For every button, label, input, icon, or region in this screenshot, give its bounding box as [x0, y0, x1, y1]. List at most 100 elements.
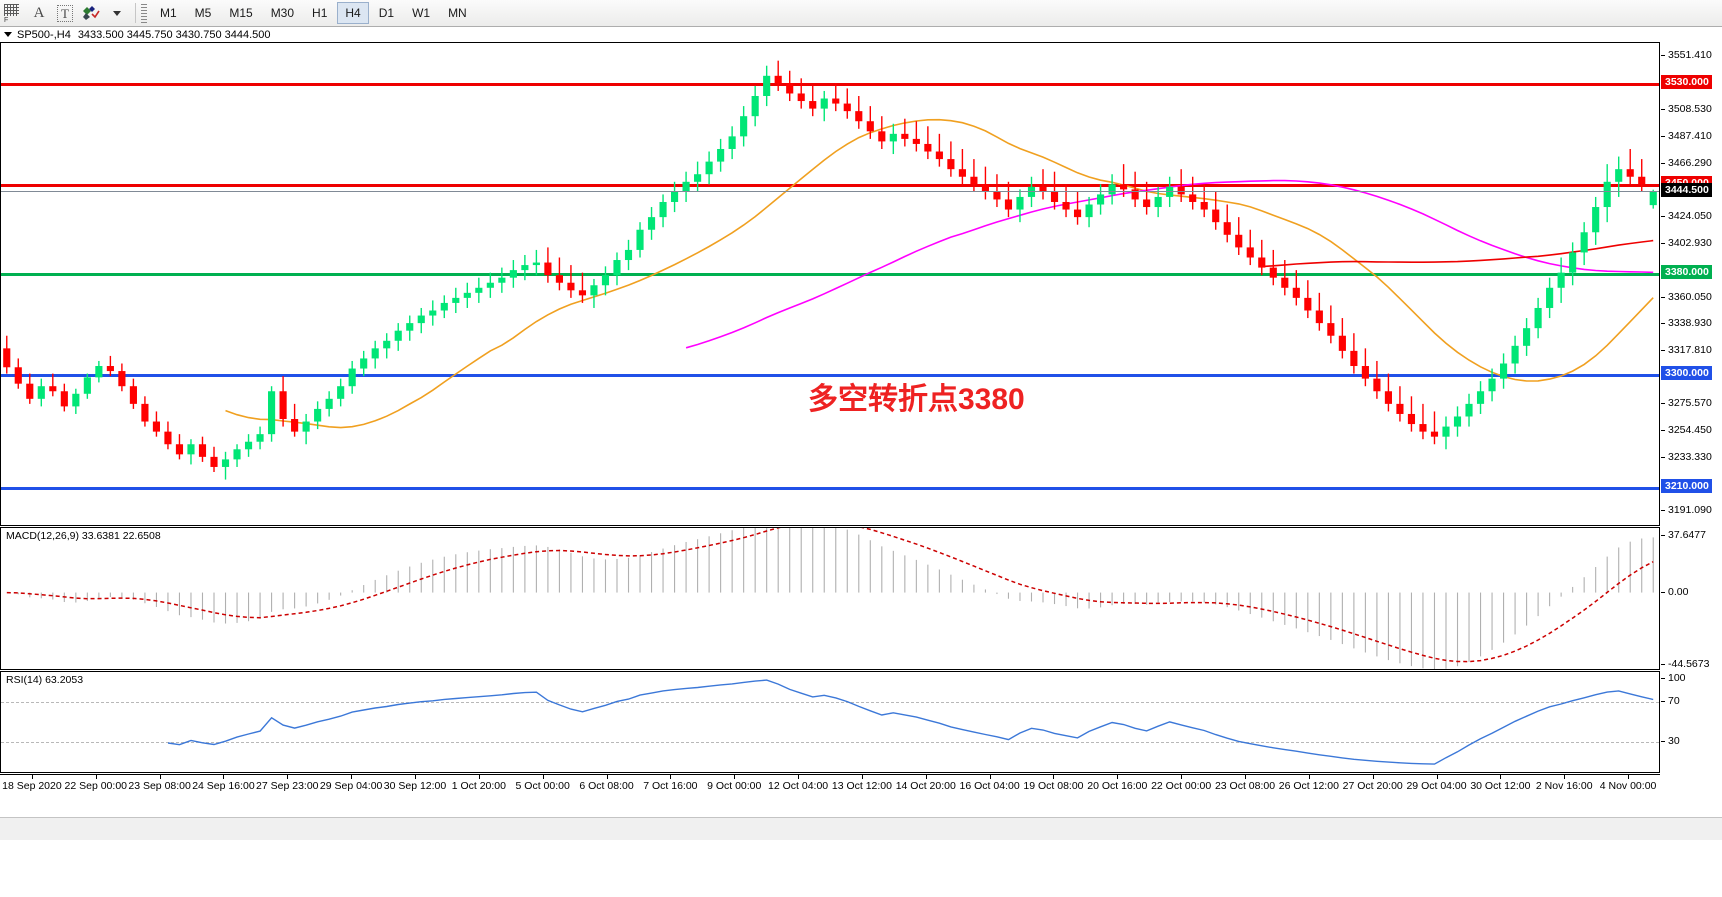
collapse-triangle-icon[interactable]	[4, 32, 12, 37]
time-axis-label: 7 Oct 16:00	[643, 780, 698, 792]
timeframe-button-m30[interactable]: M30	[270, 6, 295, 20]
rsi-axis: 100 70 30	[1660, 671, 1722, 773]
symbol-info-bar: SP500-,H4 3433.500 3445.750 3430.750 344…	[0, 27, 1722, 42]
macd-axis-tick: 0.00	[1660, 586, 1688, 598]
price-axis-tick: 3191.090	[1660, 504, 1712, 516]
grid-crosshair-icon[interactable]: F	[1, 2, 25, 25]
price-axis-tick: 3424.050	[1660, 210, 1712, 222]
price-axis-tick: 3338.930	[1660, 317, 1712, 329]
macd-axis: 37.6477 0.00 -44.5673	[1660, 527, 1722, 670]
timeframe-button-d1[interactable]: D1	[378, 6, 395, 20]
price-axis-tick: 3402.930	[1660, 237, 1712, 249]
time-axis-tick	[1564, 774, 1566, 779]
macd-signal-line	[6, 528, 1654, 663]
time-axis[interactable]: 18 Sep 2020 22 Sep 00:00 23 Sep 08:00 24 Se…	[0, 774, 1722, 814]
price-level-line-3530-000[interactable]	[1, 83, 1659, 87]
timeframe-button-h1[interactable]: H1	[312, 6, 328, 20]
time-axis-label: 18 Sep 2020	[2, 780, 62, 792]
text-box-glyph: T	[57, 4, 73, 22]
price-level-tag-3380-000[interactable]: 3380.000	[1661, 264, 1712, 279]
time-axis-label: 29 Oct 04:00	[1406, 780, 1467, 792]
price-level-line-3450-000[interactable]	[1, 184, 1659, 188]
time-axis-tick	[1181, 774, 1183, 779]
time-axis-label: 23 Sep 08:00	[128, 780, 191, 792]
main-toolbar: F A T M1 M5 M15 M30 H1 H4 D1 W1 MN	[0, 0, 1722, 27]
timeframe-button-h4[interactable]: H4	[337, 2, 369, 24]
rsi-panel[interactable]: RSI(14) 63.2053	[0, 671, 1660, 773]
price-axis-tick: 3551.410	[1660, 49, 1712, 61]
time-axis-label: 5 Oct 00:00	[515, 780, 570, 792]
time-axis-tick	[798, 774, 800, 779]
price-level-line-3380-000[interactable]	[1, 272, 1659, 276]
timeframe-button-mn[interactable]: MN	[448, 6, 467, 20]
timeframe-button-m15[interactable]: M15	[229, 6, 253, 20]
time-axis-label: 6 Oct 08:00	[579, 780, 634, 792]
price-level-line-3210-000[interactable]	[1, 487, 1659, 491]
objects-dropdown-caret-icon[interactable]	[105, 2, 129, 25]
macd-axis-tick: -44.5673	[1660, 658, 1709, 670]
grid-icon-label: F	[4, 17, 9, 24]
time-axis-tick	[670, 774, 672, 779]
time-axis-label: 19 Oct 08:00	[1023, 780, 1084, 792]
time-axis-tick	[351, 774, 353, 779]
time-axis-label: 27 Sep 23:00	[256, 780, 319, 792]
price-level-tag-3300-000[interactable]: 3300.000	[1661, 365, 1712, 380]
time-axis-label: 22 Oct 00:00	[1151, 780, 1212, 792]
objects-tool-icon[interactable]	[79, 2, 103, 25]
time-axis-label: 9 Oct 00:00	[707, 780, 762, 792]
toolbar-divider	[135, 3, 136, 23]
price-axis-tick: 3508.530	[1660, 103, 1712, 115]
symbol-ohlc-values: 3433.500 3445.750 3430.750 3444.500	[77, 28, 271, 41]
price-chart-panel[interactable]	[0, 42, 1660, 526]
chart-area: 3551.410 3508.530 3487.410 3466.290 3424.050…	[0, 42, 1722, 897]
rsi-axis-tick: 30	[1660, 735, 1680, 747]
time-axis-tick	[925, 774, 927, 779]
macd-axis-tick: 37.6477	[1660, 529, 1706, 541]
time-axis-label: 13 Oct 12:00	[831, 780, 892, 792]
time-axis-tick	[1500, 774, 1502, 779]
time-axis-tick	[1436, 774, 1438, 779]
price-level-line-3444-500[interactable]	[1, 191, 1659, 193]
time-axis-label: 30 Sep 12:00	[383, 780, 447, 792]
chart-annotation-text[interactable]: 多空转折点3380	[808, 383, 1025, 416]
time-axis-label: 24 Sep 16:00	[192, 780, 255, 792]
price-level-tag-3210-000[interactable]: 3210.000	[1661, 479, 1712, 494]
rsi-line	[167, 679, 1654, 765]
price-level-tag-3530-000[interactable]: 3530.000	[1661, 75, 1712, 90]
rsi-label: RSI(14) 63.2053	[6, 674, 84, 686]
time-axis-label: 23 Oct 08:00	[1214, 780, 1276, 792]
time-axis-tick	[1117, 774, 1119, 779]
rsi-oversold-line	[1, 742, 1659, 743]
price-axis-tick: 3360.050	[1660, 291, 1712, 303]
price-axis-tick: 3487.410	[1660, 130, 1712, 142]
time-axis-label: 1 Oct 20:00	[451, 780, 506, 792]
macd-label: MACD(12,26,9) 33.6381 22.6508	[6, 530, 161, 542]
toolbar-grip-handle[interactable]	[141, 3, 147, 23]
time-axis-tick	[159, 774, 161, 779]
time-axis-tick	[1372, 774, 1374, 779]
macd-series	[6, 528, 1654, 669]
timeframe-button-w1[interactable]: W1	[412, 6, 431, 20]
timeframe-button-group: M1 M5 M15 M30 H1 H4 D1 W1 MN	[151, 2, 476, 24]
timeframe-button-m5[interactable]: M5	[194, 6, 212, 20]
time-axis-tick	[1053, 774, 1055, 779]
price-level-line-3300-000[interactable]	[1, 373, 1659, 377]
time-axis-tick	[1308, 774, 1310, 779]
time-axis-label: 20 Oct 16:00	[1087, 780, 1148, 792]
macd-panel[interactable]: MACD(12,26,9) 33.6381 22.6508	[0, 527, 1660, 670]
price-axis[interactable]: 3551.410 3508.530 3487.410 3466.290 3424.050…	[1660, 42, 1722, 526]
time-axis-label: 14 Oct 20:00	[895, 780, 956, 792]
time-axis-tick	[223, 774, 225, 779]
timeframe-button-m1[interactable]: M1	[160, 6, 177, 20]
symbol-name: SP500-,H4	[17, 28, 71, 41]
text-label-tool-icon[interactable]: A	[33, 4, 45, 21]
rsi-axis-tick: 100	[1660, 672, 1686, 684]
text-box-tool-icon[interactable]: T	[53, 2, 77, 25]
time-axis-tick	[478, 774, 480, 779]
price-level-tag-3444-500[interactable]: 3444.500	[1661, 183, 1712, 198]
time-axis-tick	[95, 774, 97, 779]
price-axis-tick: 3254.450	[1660, 424, 1712, 436]
rsi-overbought-line	[1, 702, 1659, 703]
time-axis-label: 22 Sep 00:00	[64, 780, 128, 792]
time-axis-tick	[415, 774, 416, 779]
